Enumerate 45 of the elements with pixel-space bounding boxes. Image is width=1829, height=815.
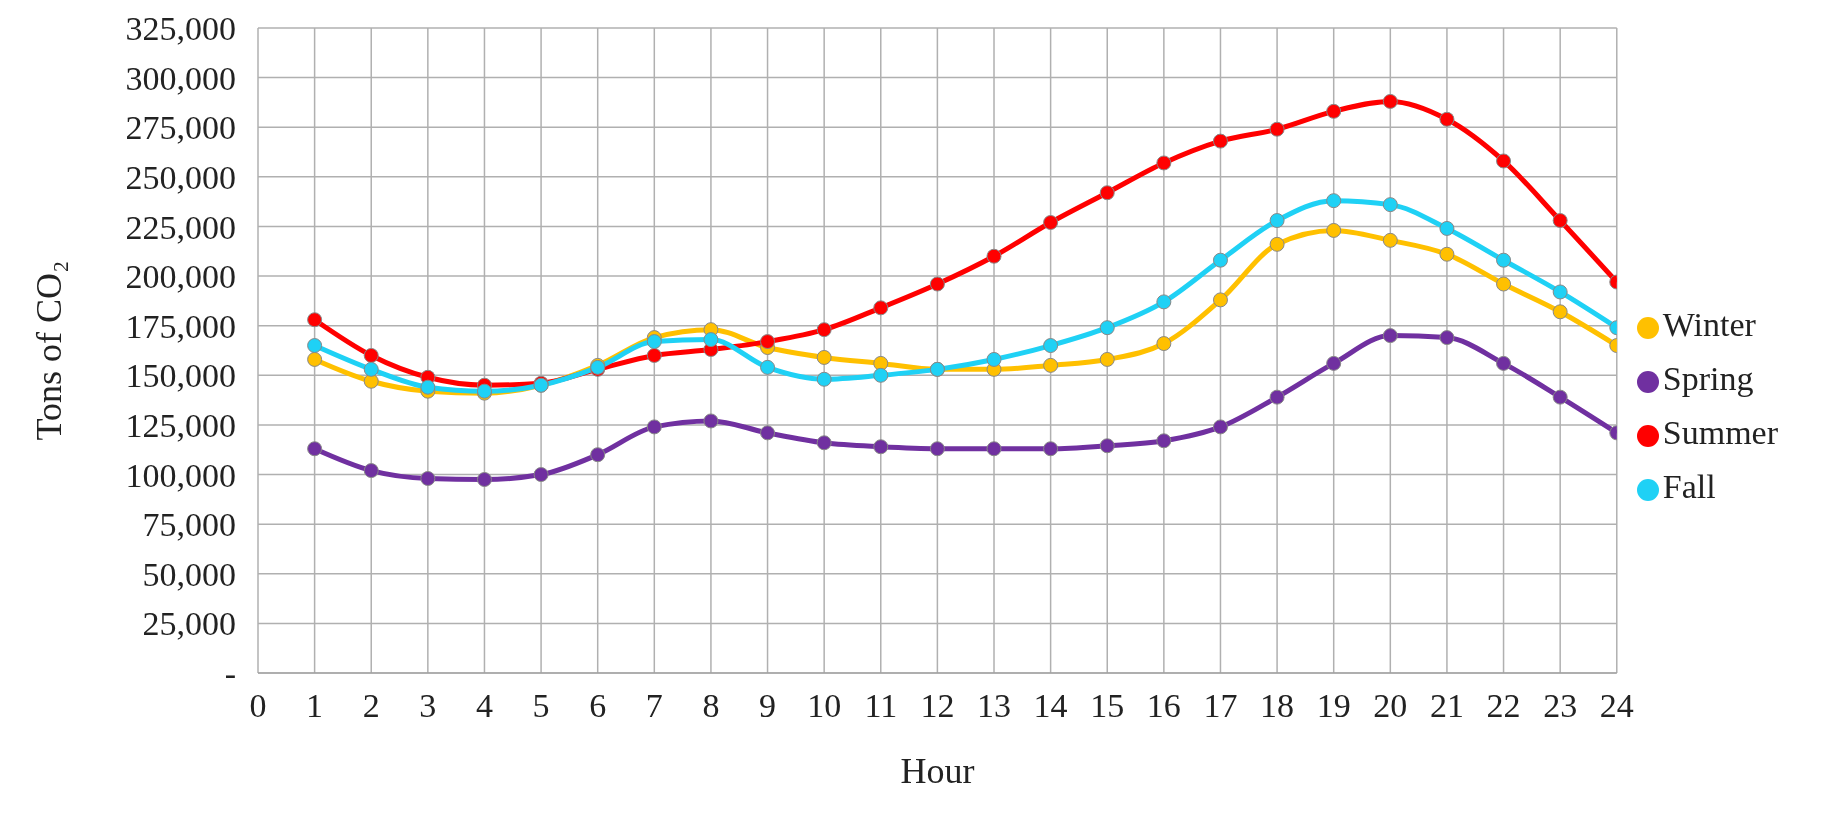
y-tick-label: 200,000	[125, 258, 236, 296]
x-tick-label: 4	[475, 687, 493, 725]
x-tick-label: 21	[1429, 687, 1464, 725]
legend-label: Spring	[1662, 359, 1754, 397]
y-tick-label: 25,000	[142, 605, 236, 643]
legend-label: Summer	[1662, 413, 1778, 451]
x-tick-label: 16	[1146, 687, 1181, 725]
y-tick-label: 250,000	[125, 158, 236, 196]
x-tick-label: 9	[759, 687, 777, 725]
y-tick-label: 300,000	[125, 59, 236, 97]
x-tick-label: 19	[1316, 687, 1351, 725]
x-tick-label: 8	[702, 687, 720, 725]
y-tick-label: 100,000	[125, 456, 236, 494]
x-tick-label: 2	[362, 687, 380, 725]
x-tick-label: 23	[1543, 687, 1578, 725]
x-tick-label: 14	[1033, 687, 1068, 725]
y-tick-label: 125,000	[125, 406, 236, 444]
y-tick-label: 225,000	[125, 208, 236, 246]
legend-label: Winter	[1662, 305, 1756, 343]
x-tick-label: 6	[589, 687, 607, 725]
y-tick-label: 75,000	[142, 506, 236, 544]
x-tick-label: 13	[977, 687, 1012, 725]
x-tick-label: 1	[306, 687, 324, 725]
y-tick-label: -	[224, 655, 236, 693]
x-tick-label: 22	[1486, 687, 1521, 725]
y-axis-title: Tons of CO₂	[28, 260, 69, 441]
x-tick-label: 12	[920, 687, 955, 725]
x-tick-label: 5	[532, 687, 550, 725]
x-tick-label: 3	[419, 687, 437, 725]
x-tick-label: 0	[249, 687, 267, 725]
x-tick-label: 15	[1090, 687, 1125, 725]
x-tick-label: 7	[645, 687, 663, 725]
x-tick-label: 20	[1373, 687, 1408, 725]
y-tick-label: 50,000	[142, 555, 236, 593]
x-tick-label: 18	[1260, 687, 1295, 725]
y-tick-label: 275,000	[125, 109, 236, 147]
y-tick-label: 325,000	[125, 10, 236, 48]
x-tick-label: 11	[864, 687, 898, 725]
x-axis-title: Hour	[900, 751, 975, 791]
y-tick-label: 150,000	[125, 357, 236, 395]
x-tick-label: 10	[807, 687, 842, 725]
x-tick-label: 17	[1203, 687, 1238, 725]
legend-label: Fall	[1662, 467, 1716, 505]
x-tick-label: 24	[1599, 687, 1634, 725]
y-tick-label: 175,000	[125, 307, 236, 345]
